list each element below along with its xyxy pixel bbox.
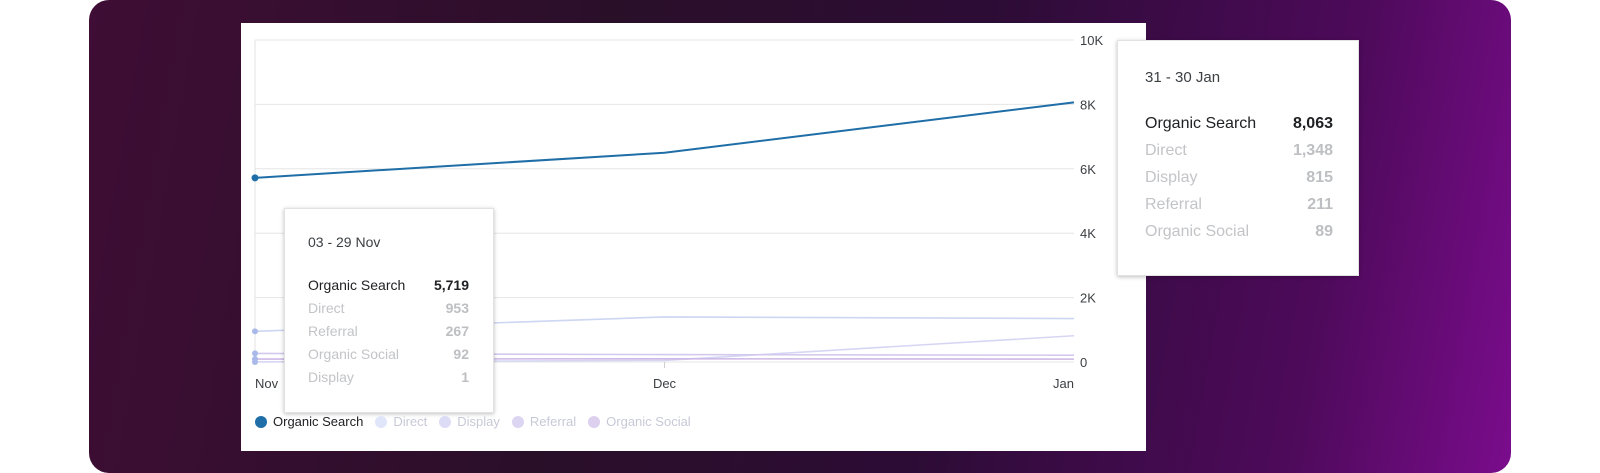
tooltip-row-value: 815 — [1306, 169, 1333, 186]
legend-item-organic-search[interactable]: Organic Search — [255, 414, 363, 429]
tooltip-jan-title: 31 - 30 Jan — [1145, 69, 1221, 86]
tooltip-row-value: 1 — [461, 369, 469, 385]
legend-label: Direct — [393, 414, 428, 429]
tooltip-row-value: 953 — [445, 300, 469, 316]
x-tick-label: Jan — [1053, 376, 1074, 391]
data-point-organic-social — [252, 356, 258, 363]
y-tick-label: 4K — [1080, 226, 1096, 241]
legend-item-referral[interactable]: Referral — [511, 414, 577, 429]
tooltip-jan-row: Referral 211 — [1145, 196, 1333, 214]
tooltip-row-value: 5,719 — [433, 277, 469, 293]
series-line-organic-search — [254, 101, 1075, 179]
legend-dot — [375, 415, 388, 428]
data-point-referral — [252, 350, 258, 357]
tooltip-row-label: Display — [1145, 169, 1198, 186]
tooltip-row-label: Referral — [1145, 196, 1202, 213]
legend-dot — [588, 415, 601, 428]
tooltip-row-value: 211 — [1307, 196, 1333, 213]
legend-dot — [511, 415, 524, 428]
legend-item-display[interactable]: Display — [439, 414, 500, 429]
tooltip-nov-row: Display 1 — [308, 369, 469, 385]
legend-dot — [255, 415, 267, 428]
tooltip-row-label: Direct — [1145, 142, 1187, 159]
tooltip-nov-row: Direct 953 — [308, 300, 469, 316]
legend-dot — [439, 415, 452, 428]
y-tick-label: 2K — [1080, 291, 1096, 306]
tooltip-jan-row: Organic Social 89 — [1145, 223, 1333, 241]
tooltip-nov-row: Organic Search 5,719 — [308, 277, 469, 293]
legend-label: Display — [457, 414, 500, 429]
tooltip-nov-title: 03 - 29 Nov — [308, 234, 381, 250]
tooltip-row-label: Organic Social — [1145, 223, 1250, 240]
data-point-organic-search — [251, 174, 259, 182]
legend-label: Organic Social — [606, 414, 691, 429]
y-tick-label: 8K — [1080, 97, 1096, 112]
tooltip-jan-row: Display 815 — [1145, 169, 1333, 187]
tooltip-row-label: Organic Search — [308, 277, 406, 293]
chart-legend: Organic Search Direct Display Referral O… — [255, 414, 703, 429]
y-tick-label: 0 — [1080, 355, 1087, 370]
tooltip-nov: 03 - 29 Nov Organic Search 5,719 Direct … — [284, 208, 494, 413]
tooltip-jan-row: Direct 1,348 — [1145, 142, 1333, 160]
tooltip-row-value: 92 — [453, 346, 469, 362]
tooltip-row-value: 89 — [1315, 223, 1333, 240]
tooltip-row-label: Organic Social — [308, 346, 400, 362]
tooltip-row-value: 267 — [445, 323, 469, 339]
tooltip-row-label: Direct — [308, 300, 345, 316]
tooltip-row-label: Display — [308, 369, 354, 385]
tooltip-row-value: 8,063 — [1292, 115, 1333, 132]
legend-item-direct[interactable]: Direct — [375, 414, 427, 429]
tooltip-jan: 31 - 30 Jan Organic Search 8,063 Direct … — [1117, 40, 1359, 276]
legend-label: Referral — [529, 414, 577, 429]
x-tick-label: Dec — [653, 376, 677, 391]
tooltip-row-value: 1,348 — [1292, 142, 1333, 159]
legend-item-organic-social[interactable]: Organic Social — [588, 414, 691, 429]
tooltip-row-label: Referral — [308, 323, 358, 339]
y-tick-label: 10K — [1080, 33, 1103, 48]
y-tick-label: 6K — [1080, 162, 1096, 177]
x-tick-label: Nov — [255, 376, 279, 391]
data-point-direct — [252, 328, 258, 335]
tooltip-nov-row: Referral 267 — [308, 323, 469, 339]
tooltip-jan-row: Organic Search 8,063 — [1145, 115, 1333, 133]
tooltip-nov-row: Organic Social 92 — [308, 346, 469, 362]
tooltip-row-label: Organic Search — [1145, 115, 1257, 132]
legend-label: Organic Search — [273, 414, 364, 429]
